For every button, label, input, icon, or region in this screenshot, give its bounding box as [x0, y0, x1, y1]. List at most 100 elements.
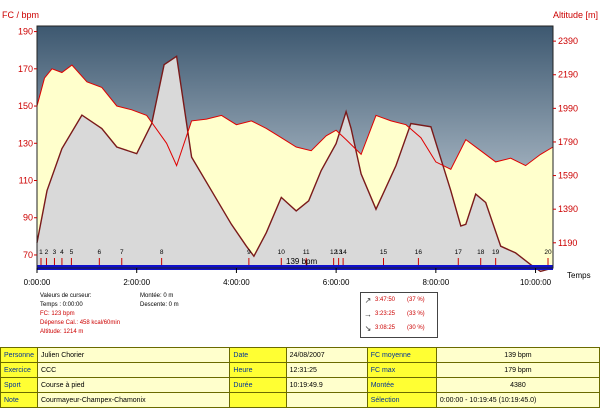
x-tick: 4:00:00 — [223, 278, 250, 287]
y-right-tick: 1990 — [558, 103, 578, 113]
cursor-ascent: Montée: 0 m — [140, 293, 174, 299]
y-left-tick: 170 — [18, 64, 33, 74]
lap-marker-label: 18 — [477, 249, 485, 256]
lap-marker-label: 5 — [70, 249, 74, 256]
altitude-fill — [37, 56, 553, 272]
slope-time: 3:08:25 — [375, 325, 396, 331]
lap-marker-label: 20 — [544, 249, 552, 256]
slope-time: 3:23:25 — [375, 311, 396, 317]
slope-percent: (37 %) — [407, 297, 425, 303]
lap-marker-label: 4 — [60, 249, 64, 256]
lap-marker-label: 6 — [98, 249, 102, 256]
table-cell: Course à pied — [36, 377, 231, 393]
lap-marker-label: 2 — [45, 249, 49, 256]
slope-time: 3:47:50 — [375, 297, 396, 303]
lap-marker-label: 15 — [380, 249, 388, 256]
table-cell: 10:19:49.9 — [285, 377, 368, 393]
table-cell: Sport — [0, 377, 38, 393]
x-label: Temps — [567, 271, 591, 280]
table-cell: 0:00:00 - 10:19:45 (10:19:45.0) — [435, 392, 600, 408]
table-cell — [229, 392, 287, 408]
lap-marker-label: 17 — [455, 249, 463, 256]
cursor-hr: FC: 123 bpm — [40, 311, 75, 317]
table-cell: 4380 — [435, 377, 600, 393]
axes: 1901701501301109070239021901990179015901… — [18, 27, 578, 287]
table-cell: Note — [0, 392, 38, 408]
hr-annotation: 139 bpm — [286, 257, 317, 266]
slope-percent: (30 %) — [407, 325, 425, 331]
table-cell: Durée — [229, 377, 287, 393]
cursor-time: Temps : 0:00:00 — [40, 302, 83, 308]
y-left-tick: 90 — [23, 213, 33, 223]
y-right-tick: 1790 — [558, 137, 578, 147]
x-tick: 10:00:00 — [520, 278, 552, 287]
y-right-tick: 1390 — [558, 204, 578, 214]
y-right-tick: 2390 — [558, 36, 578, 46]
y-left-tick: 190 — [18, 27, 33, 37]
cursor-values: Valeurs de curseur: Temps : 0:00:00 FC: … — [40, 292, 120, 337]
lap-marker-label: 11 — [303, 249, 310, 256]
y-right-label: Altitude [m] — [553, 10, 598, 20]
table-cell: Montée — [366, 377, 437, 393]
table-cell: FC moyenne — [366, 347, 437, 363]
y-right-tick: 2190 — [558, 70, 578, 80]
lap-marker-label: 9 — [247, 249, 251, 256]
plot-frame — [36, 25, 554, 269]
lap-marker-label: 3 — [53, 249, 57, 256]
table-row: Note Courmayeur-Champex-Chamonix Sélecti… — [0, 392, 600, 408]
y-left-tick: 70 — [23, 250, 33, 260]
arrow-up-right-icon: ↗ — [364, 295, 372, 305]
cursor-title: Valeurs de curseur: — [40, 293, 92, 299]
x-tick: 0:00:00 — [24, 278, 51, 287]
cursor-descent: Descente: 0 m — [140, 302, 179, 308]
arrow-right-icon: → — [364, 309, 372, 319]
altitude-line — [36, 55, 554, 273]
y-left-tick: 130 — [18, 138, 33, 148]
lap-marker-label: 1 — [39, 249, 43, 256]
x-tick: 8:00:00 — [422, 278, 449, 287]
table-cell: CCC — [36, 362, 231, 378]
table-cell: 12:31:25 — [285, 362, 368, 378]
slope-row-flat: → 3:23:25 (33 %) — [361, 307, 437, 321]
y-right-tick: 1590 — [558, 171, 578, 181]
cursor-calories: Dépense Cal.: 458 kcal/60min — [40, 320, 121, 326]
y-left-tick: 150 — [18, 101, 33, 111]
y-left-label: FC / bpm — [2, 10, 39, 20]
cursor-altitude: Altitude: 1214 m — [40, 329, 84, 335]
x-tick: 6:00:00 — [323, 278, 350, 287]
table-cell: Courmayeur-Champex-Chamonix — [36, 392, 231, 408]
session-info-table: Personne Julien Chorier Date 24/08/2007 … — [0, 347, 600, 408]
table-cell: Heure — [229, 362, 287, 378]
table-cell: Date — [229, 347, 287, 363]
lap-marker-label: 14 — [339, 249, 347, 256]
table-cell — [285, 392, 368, 408]
arrow-down-right-icon: ↘ — [364, 323, 372, 333]
lap-marker-label: 7 — [120, 249, 124, 256]
hr-line — [36, 64, 554, 170]
lap-marker-label: 8 — [160, 249, 164, 256]
table-cell: Personne — [0, 347, 38, 363]
lap-marker-label: 19 — [492, 249, 500, 256]
y-right-tick: 1190 — [558, 238, 577, 248]
climb-values: Montée: 0 m Descente: 0 m — [140, 292, 179, 310]
slope-stats-box: ↗ 3:47:50 (37 %) → 3:23:25 (33 %) ↘ 3:08… — [360, 292, 438, 338]
slope-row-up: ↗ 3:47:50 (37 %) — [361, 293, 437, 307]
table-row: Sport Course à pied Durée 10:19:49.9 Mon… — [0, 377, 600, 393]
table-cell: 139 bpm — [435, 347, 600, 363]
slope-percent: (33 %) — [407, 311, 425, 317]
table-cell: Sélection — [366, 392, 437, 408]
y-left-tick: 110 — [19, 176, 33, 186]
lap-marker-label: 13 — [335, 249, 343, 256]
table-cell: Exercice — [0, 362, 38, 378]
lap-marker-label: 12 — [330, 249, 338, 256]
table-row: Personne Julien Chorier Date 24/08/2007 … — [0, 347, 600, 363]
table-cell: 179 bpm — [435, 362, 600, 378]
lap-marker-label: 10 — [278, 249, 286, 256]
table-cell: FC max — [366, 362, 437, 378]
slope-row-down: ↘ 3:08:25 (30 %) — [361, 321, 437, 335]
table-cell: Julien Chorier — [36, 347, 231, 363]
table-cell: 24/08/2007 — [285, 347, 368, 363]
x-tick: 2:00:00 — [123, 278, 150, 287]
